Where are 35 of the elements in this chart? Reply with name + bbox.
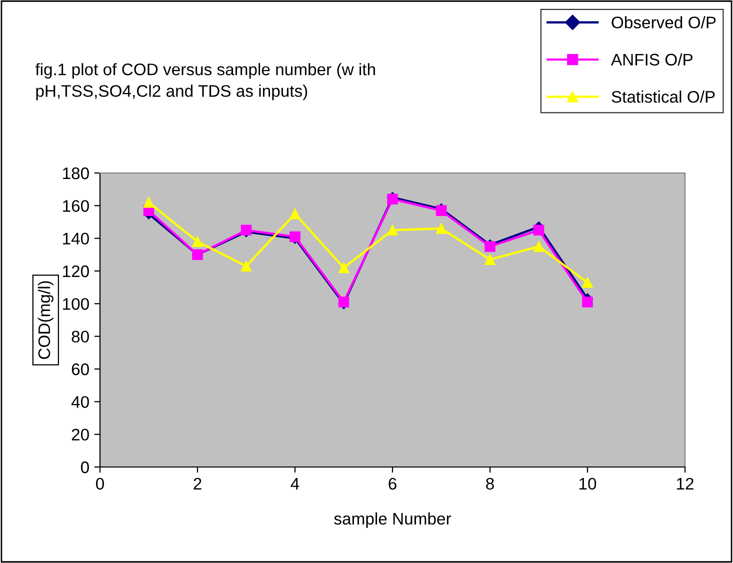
point <box>533 224 544 236</box>
point <box>533 241 544 252</box>
y-tick-label: 80 <box>72 330 89 343</box>
legend-label: Observed O/P <box>612 16 716 28</box>
point <box>240 260 252 272</box>
x-tick-label: 2 <box>194 478 202 490</box>
y-tick-label: 160 <box>63 200 89 212</box>
legend-label: ANFIS O/P <box>610 53 692 66</box>
y-tick-label: 40 <box>71 396 89 408</box>
y-tick-label: 180 <box>63 167 89 180</box>
x-tick-label: 6 <box>388 478 396 490</box>
y-tick-label: 0 <box>80 461 89 474</box>
point <box>582 277 593 288</box>
point <box>582 296 593 308</box>
y-tick-label: 120 <box>63 265 89 278</box>
y-axis-title: COD(mg/l) <box>38 281 54 359</box>
y-tick-label: 100 <box>63 298 89 310</box>
x-tick-label: 4 <box>290 478 300 490</box>
point <box>387 224 398 236</box>
x-axis-title: sample Number <box>334 512 452 528</box>
point <box>143 197 154 208</box>
point <box>436 223 447 234</box>
x-tick-label: 10 <box>580 478 596 490</box>
point <box>338 262 350 274</box>
chart-title: fig.1 plot of COD versus sample number (w ith pH,TSS,SO4,Cl2 and TDS as inputs) <box>35 63 375 100</box>
point <box>290 208 300 220</box>
x-tick-label: 0 <box>96 478 104 490</box>
legend-label: Statistical O/P <box>612 90 715 103</box>
y-tick-label: 20 <box>72 428 89 441</box>
point <box>192 236 203 247</box>
y-tick-label: 140 <box>63 232 89 245</box>
x-tick-label: 12 <box>677 478 694 490</box>
y-tick-label: 60 <box>72 363 89 376</box>
x-tick-label: 8 <box>486 478 494 490</box>
point <box>484 254 496 265</box>
